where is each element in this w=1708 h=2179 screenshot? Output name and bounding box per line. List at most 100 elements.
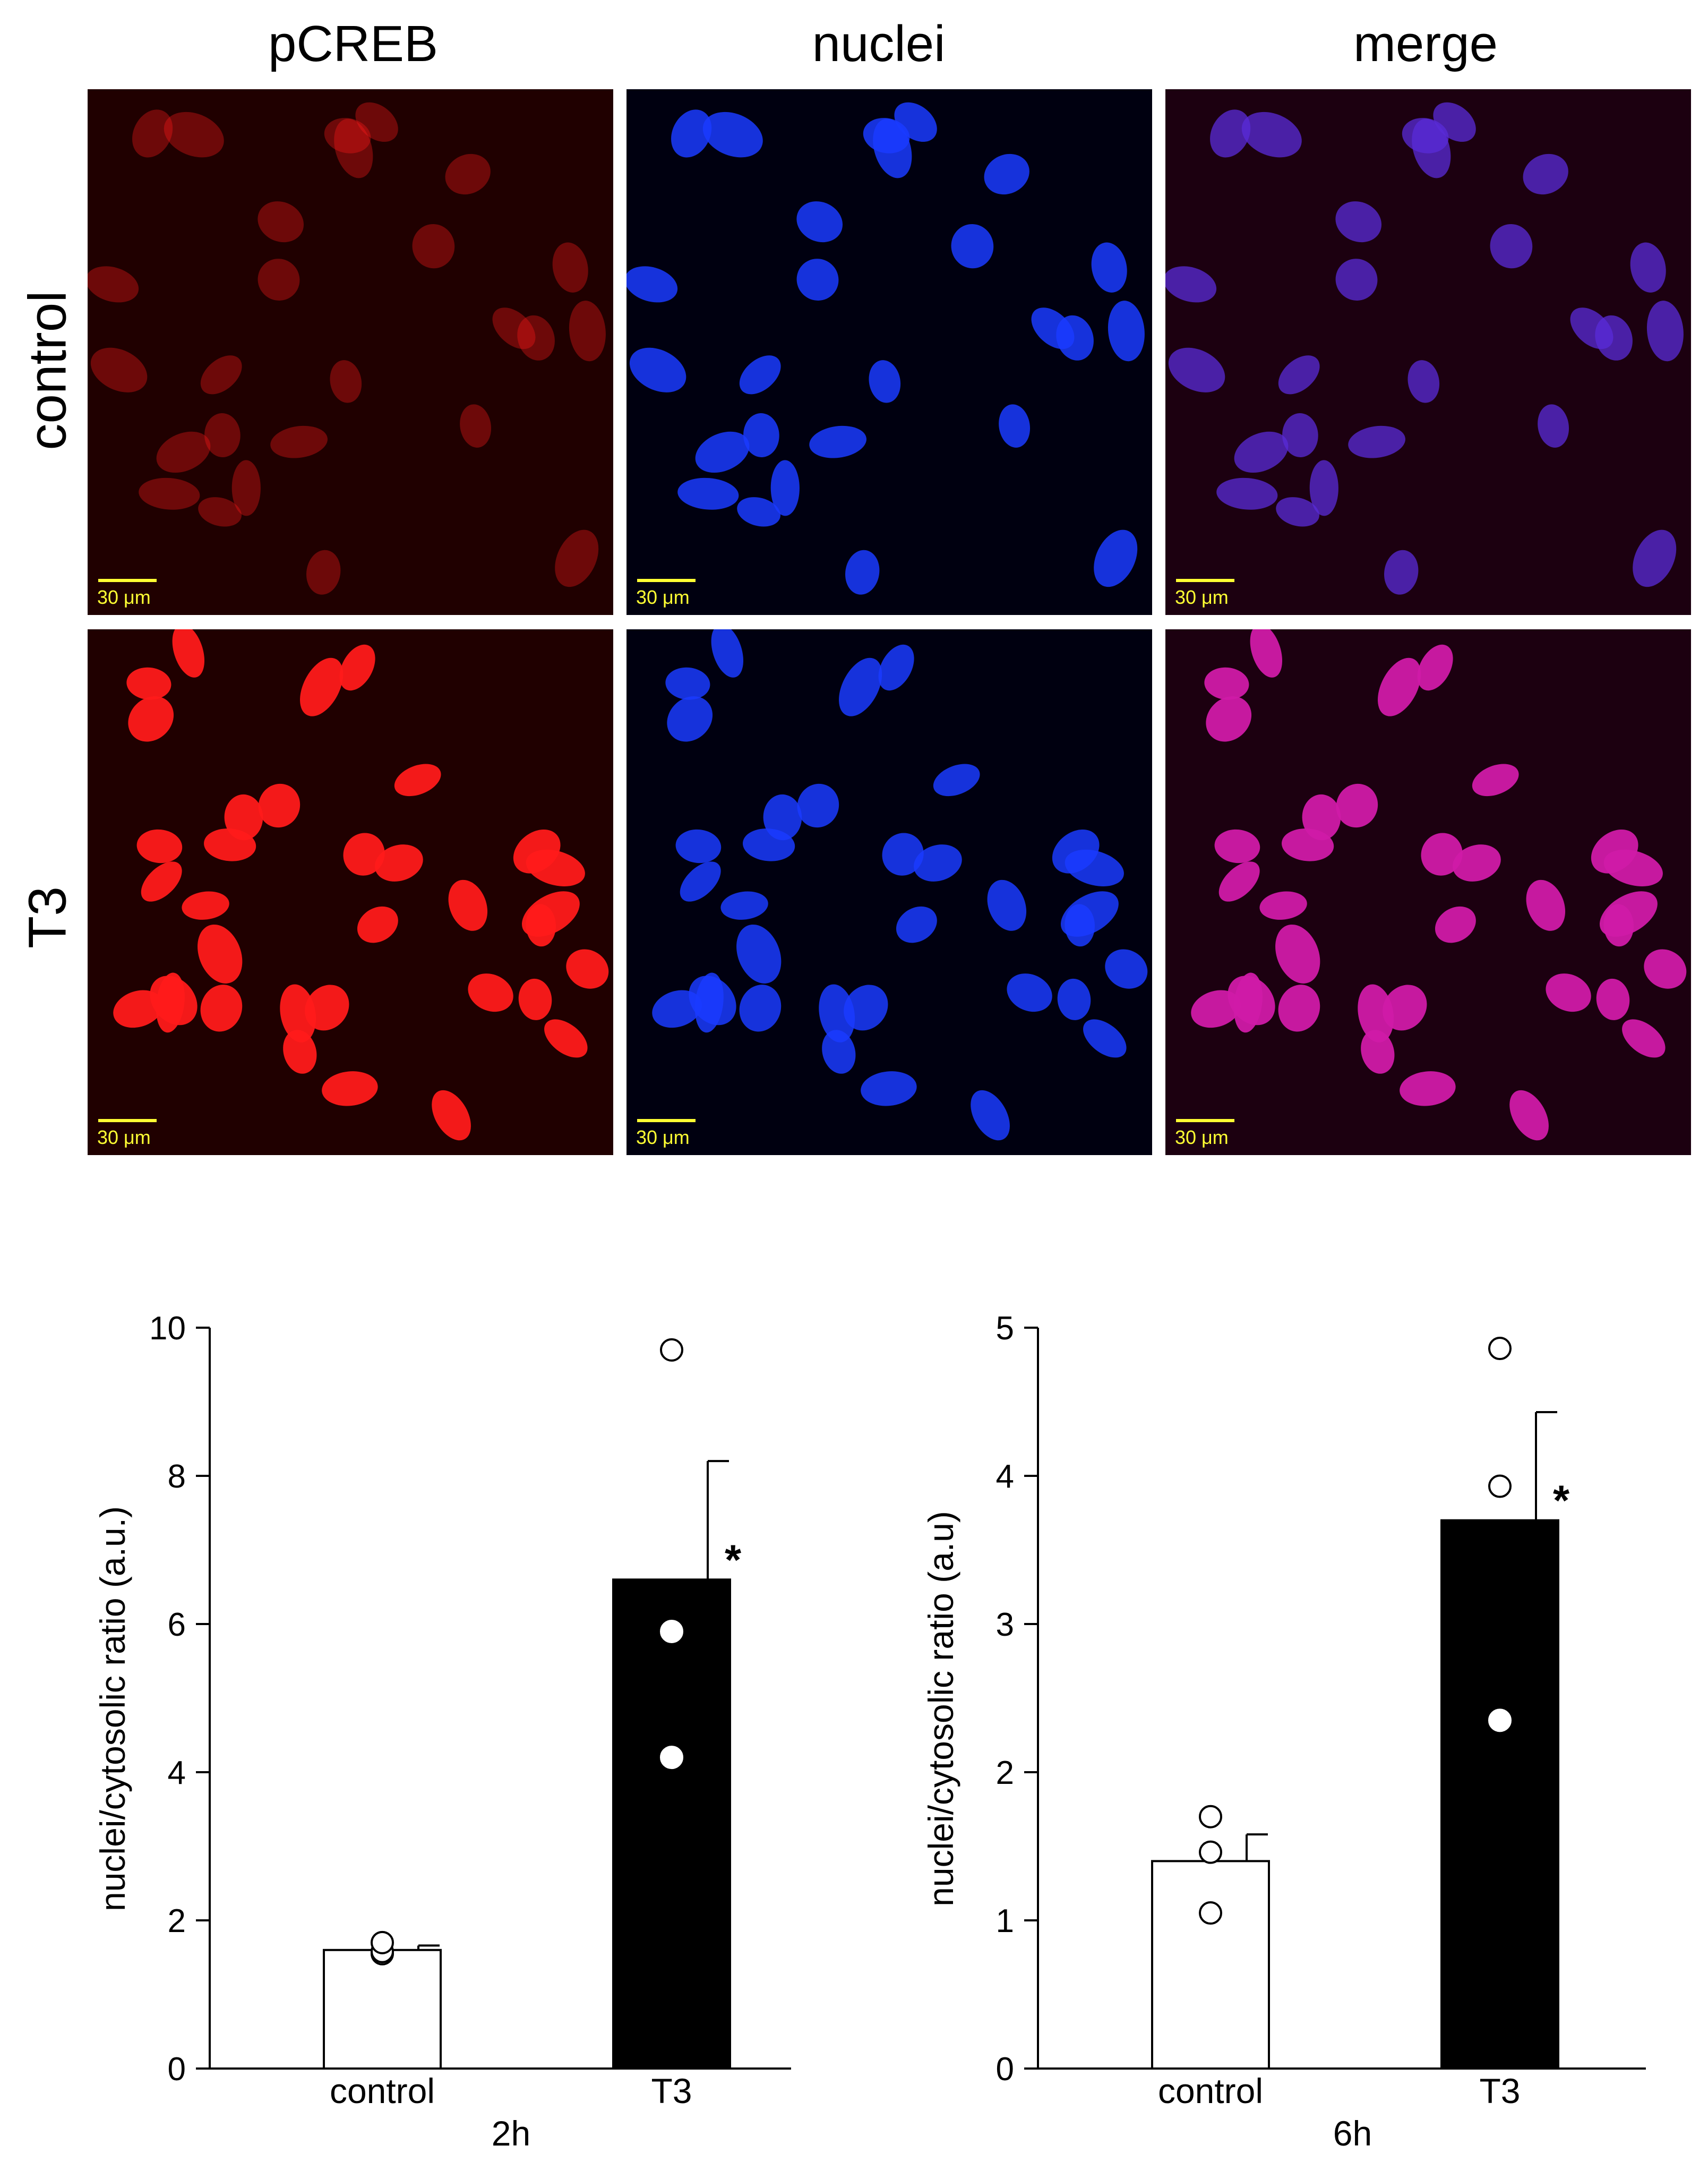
nucleus	[1538, 404, 1569, 448]
nucleus	[839, 657, 882, 716]
nucleus	[1214, 829, 1260, 864]
nucleus	[770, 460, 800, 516]
nucleus	[861, 1071, 917, 1106]
nucleus	[322, 1071, 378, 1106]
y-tick-label: 6	[168, 1607, 186, 1643]
nucleus	[739, 355, 781, 395]
nucleus	[270, 425, 328, 458]
data-point	[1199, 1805, 1222, 1828]
nucleus	[819, 984, 855, 1042]
nucleus	[90, 347, 148, 392]
nucleus	[1168, 347, 1225, 392]
scale-bar	[98, 579, 157, 582]
nucleus	[172, 629, 205, 678]
nucleus	[743, 413, 779, 457]
nucleus	[1421, 833, 1463, 876]
nucleus	[987, 879, 1027, 931]
nucleus	[1204, 667, 1249, 700]
nucleus	[711, 629, 744, 678]
nucleus	[566, 949, 609, 989]
row-label-t3: T3	[18, 886, 78, 948]
y-axis-title: nuclei/cytosolic ratio (a.u.)	[93, 1506, 132, 1911]
micrograph-t3-merge: 30 μm	[1165, 629, 1691, 1155]
nucleus	[1007, 973, 1052, 1012]
nucleus	[330, 360, 362, 403]
nucleus	[200, 355, 242, 395]
nucleus	[1472, 764, 1519, 797]
nucleus	[971, 1090, 1010, 1141]
y-tick-label: 5	[996, 1310, 1014, 1347]
nucleus	[182, 891, 229, 920]
scale-bar-label: 30 μm	[636, 586, 690, 608]
nucleus	[224, 794, 263, 841]
nucleus	[448, 879, 488, 931]
nucleus	[544, 1019, 588, 1058]
data-point	[1488, 1337, 1512, 1361]
nucleus	[1546, 973, 1591, 1012]
nucleus	[1633, 529, 1677, 587]
scale-bar	[1176, 579, 1234, 582]
nucleus	[689, 976, 736, 1026]
data-point	[660, 1746, 683, 1770]
y-axis-title: nuclei/cytosolic ratio (a.u)	[921, 1511, 960, 1907]
nucleus	[845, 550, 880, 595]
nucleus	[1348, 425, 1405, 458]
nucleus	[306, 550, 341, 595]
nucleus	[204, 413, 241, 457]
data-point	[660, 1619, 683, 1643]
scale-bar	[1176, 1119, 1234, 1122]
nucleus	[1241, 112, 1302, 158]
micrograph-t3-pcreb: 30 μm	[88, 629, 613, 1155]
nucleus	[1276, 497, 1319, 527]
nucleus	[1105, 949, 1148, 989]
nucleus	[1218, 861, 1260, 902]
nucleus	[300, 657, 344, 716]
nucleus	[1509, 1090, 1549, 1141]
nucleus	[526, 849, 585, 886]
nucleus	[1603, 849, 1663, 886]
scale-bar	[637, 579, 696, 582]
nucleus	[863, 118, 910, 153]
nucleus	[1402, 118, 1449, 153]
y-tick-label: 0	[168, 2051, 186, 2088]
nucleus	[460, 404, 492, 448]
nucleus	[1228, 976, 1275, 1026]
nucleus	[671, 109, 712, 158]
nucleus	[1083, 1019, 1127, 1058]
nucleus	[1435, 906, 1476, 943]
nucleus	[1031, 307, 1075, 349]
nucleus	[1453, 844, 1501, 882]
nucleus	[737, 497, 780, 527]
nucleus	[1065, 849, 1124, 886]
nucleus	[1165, 266, 1217, 303]
nucleus	[914, 844, 962, 882]
nucleus	[1603, 904, 1634, 947]
nucleus	[763, 794, 802, 841]
nucleus	[258, 259, 300, 301]
nucleus	[324, 118, 371, 153]
micrograph-control-nuclei: 30 μm	[626, 89, 1152, 615]
nucleus	[739, 985, 782, 1032]
scale-bar	[98, 1119, 157, 1122]
significance-asterisk: *	[1553, 1477, 1570, 1524]
nucleus	[552, 242, 588, 293]
micrograph-control-pcreb: 30 μm	[88, 89, 613, 615]
data-point	[371, 1930, 394, 1954]
nucleus	[200, 985, 243, 1032]
data-point	[1199, 1901, 1222, 1925]
nucleus	[809, 425, 866, 458]
nucleus	[468, 973, 513, 1012]
scale-bar-label: 30 μm	[97, 586, 151, 608]
nucleus	[720, 891, 768, 920]
nucleus	[796, 259, 839, 301]
nucleus	[555, 529, 599, 587]
scale-bar	[637, 1119, 696, 1122]
nucleus	[1278, 355, 1320, 395]
y-tick-label: 1	[996, 1903, 1014, 1939]
scale-bar-label: 30 μm	[1175, 1126, 1229, 1148]
y-tick-label: 8	[168, 1458, 186, 1495]
nucleus	[141, 861, 182, 902]
nucleus	[1490, 224, 1533, 269]
nucleus	[339, 644, 375, 691]
nucleus	[1644, 949, 1687, 989]
